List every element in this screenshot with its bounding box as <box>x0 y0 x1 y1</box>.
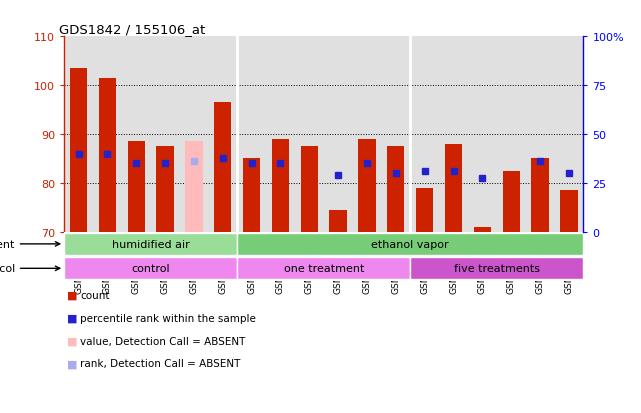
Text: GDS1842 / 155106_at: GDS1842 / 155106_at <box>59 23 205 36</box>
Bar <box>416 188 433 232</box>
Bar <box>503 171 520 232</box>
Text: five treatments: five treatments <box>454 263 540 274</box>
Text: protocol: protocol <box>0 263 60 274</box>
Bar <box>474 227 491 232</box>
Text: ■: ■ <box>67 336 78 346</box>
Bar <box>301 147 318 232</box>
Text: value, Detection Call = ABSENT: value, Detection Call = ABSENT <box>80 336 246 346</box>
Bar <box>64 258 237 280</box>
Text: ■: ■ <box>67 290 78 300</box>
Bar <box>70 69 87 232</box>
Text: ■: ■ <box>67 358 78 368</box>
Bar <box>560 191 578 232</box>
Text: rank, Detection Call = ABSENT: rank, Detection Call = ABSENT <box>80 358 240 368</box>
Text: percentile rank within the sample: percentile rank within the sample <box>80 313 256 323</box>
Text: count: count <box>80 290 110 300</box>
Bar <box>156 147 174 232</box>
Bar <box>243 159 260 232</box>
Text: control: control <box>131 263 170 274</box>
Text: one treatment: one treatment <box>283 263 364 274</box>
Text: agent: agent <box>0 239 60 249</box>
Bar <box>64 233 237 255</box>
Text: ethanol vapor: ethanol vapor <box>371 239 449 249</box>
Bar <box>214 103 231 232</box>
Bar <box>445 145 462 232</box>
Bar <box>99 78 116 232</box>
Text: humidified air: humidified air <box>112 239 190 249</box>
Bar <box>185 142 203 232</box>
Bar <box>237 233 583 255</box>
Bar <box>387 147 404 232</box>
Bar <box>128 142 145 232</box>
Text: ■: ■ <box>67 313 78 323</box>
Bar <box>237 258 410 280</box>
Bar <box>531 159 549 232</box>
Bar <box>410 258 583 280</box>
Bar <box>329 210 347 232</box>
Bar <box>272 140 289 232</box>
Bar <box>358 140 376 232</box>
